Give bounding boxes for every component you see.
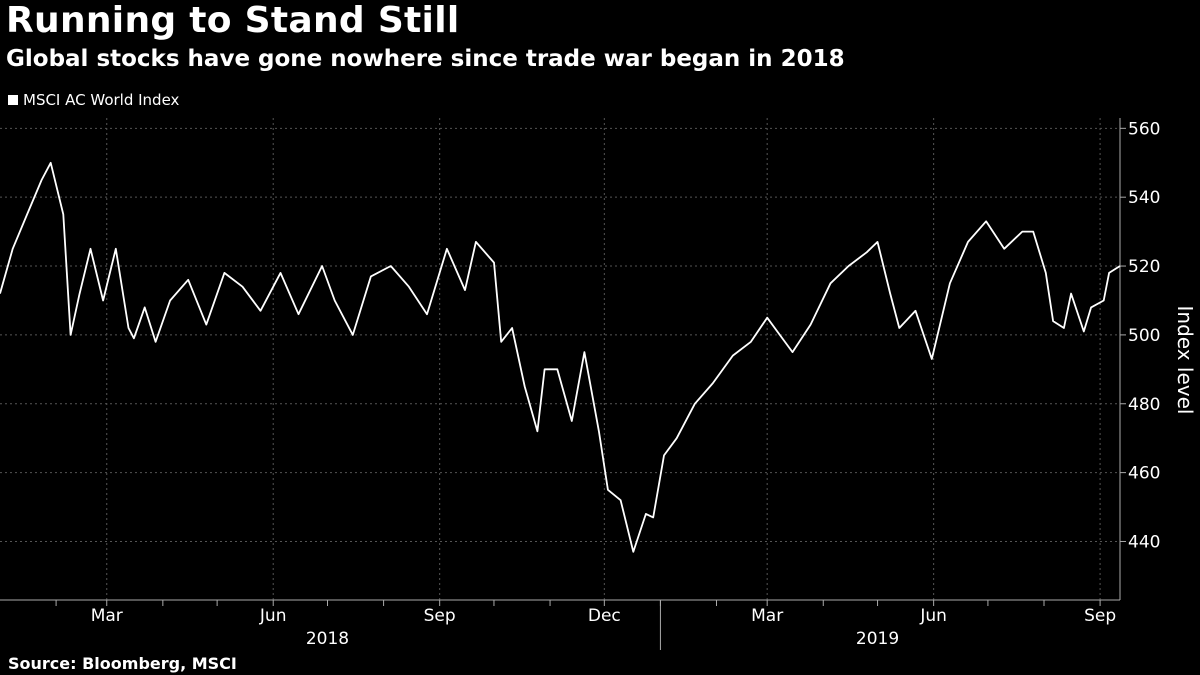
grid-lines [0,118,1120,600]
series-group [0,161,1121,553]
x-tick-label: Sep [1084,606,1116,626]
y-tick-label: 500 [1128,326,1160,346]
year-label: 2018 [306,629,349,649]
x-tick-label: Dec [588,606,621,626]
series-line [0,161,1121,553]
x-tick-label: Mar [751,606,783,626]
y-tick-label: 480 [1128,395,1160,415]
x-tick-label: Jun [919,606,947,626]
y-tick-label: 520 [1128,257,1160,277]
y-tick-label: 440 [1128,532,1160,552]
x-tick-label: Jun [259,606,287,626]
legend-label: MSCI AC World Index [23,91,180,109]
source-note: Source: Bloomberg, MSCI [8,654,237,673]
axes [0,118,1126,650]
y-tick-label: 540 [1128,188,1160,208]
y-tick-label: 560 [1128,119,1160,139]
x-tick-label: Mar [91,606,123,626]
tick-labels: 440 460 480 500 520 540 560 Mar Jun Sep Dec Mar Jun S… [91,119,1197,649]
chart-legend: MSCI AC World Index [8,91,179,109]
legend-swatch [8,95,18,105]
chart-subtitle: Global stocks have gone nowhere since tr… [6,46,845,72]
x-tick-label: Sep [424,606,456,626]
chart-title: Running to Stand Still [6,0,460,41]
year-label: 2019 [856,629,899,649]
y-axis-title: Index level [1173,306,1197,415]
y-tick-label: 460 [1128,464,1160,484]
